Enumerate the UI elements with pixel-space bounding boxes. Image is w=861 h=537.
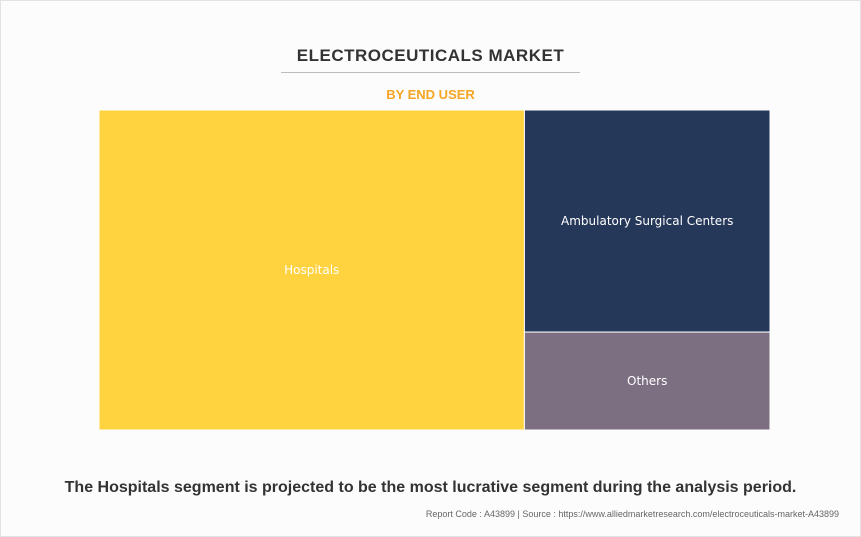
chart-title: ELECTROCEUTICALS MARKET xyxy=(296,46,565,65)
footer-separator: | xyxy=(517,509,520,519)
treemap-chart: Hospitals Ambulatory Surgical Centers Othe… xyxy=(99,110,770,430)
chart-caption: The Hospitals segment is projected to be… xyxy=(64,479,797,496)
report-code: Report Code : A43899 xyxy=(425,509,515,519)
treemap-cell-hospitals[interactable] xyxy=(99,110,525,430)
source-link[interactable]: Source : https://www.alliedmarketresearc… xyxy=(522,509,839,519)
treemap-label-others: Others xyxy=(627,374,667,388)
treemap-label-hospitals: Hospitals xyxy=(284,263,339,277)
chart-subtitle: BY END USER xyxy=(386,87,475,102)
treemap-cell-others[interactable] xyxy=(523,331,770,430)
title-divider xyxy=(281,72,580,73)
footer-source: Report Code : A43899 | Source : https://… xyxy=(426,509,839,519)
treemap-label-ambulatory-surgical-centers: Ambulatory Surgical Centers xyxy=(561,214,733,228)
